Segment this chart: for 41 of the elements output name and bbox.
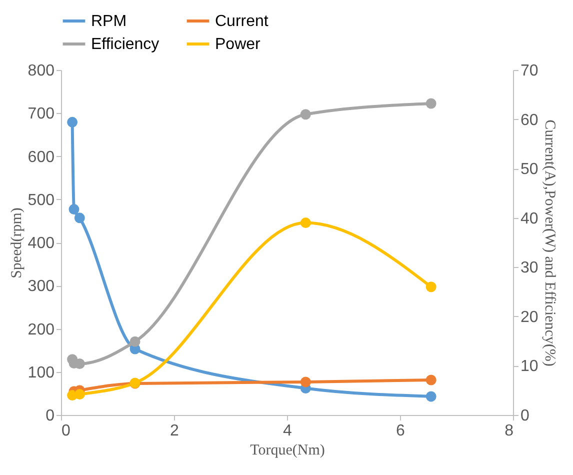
point [300, 376, 311, 388]
point [426, 391, 436, 402]
point [426, 98, 436, 109]
x-tick-label: 0 [62, 422, 70, 440]
y-tick-label: 0 [46, 408, 55, 424]
y2-tick-label: 20 [520, 308, 538, 326]
legend-label: Efficiency [91, 36, 160, 53]
y-tick-label: 800 [28, 62, 55, 80]
legend-label: Power [215, 36, 262, 53]
point [300, 109, 311, 120]
y-tick-label: 300 [28, 278, 55, 296]
y2-tick-label: 30 [520, 260, 538, 277]
x-axis-title: Torque(Nm) [250, 442, 325, 458]
y2-axis-title: Current(A),Power(W) and Efficiency(%) [541, 120, 558, 366]
legend-label: RPM [91, 13, 127, 30]
y2-tick-label: 0 [520, 408, 530, 424]
x-tick-label: 2 [170, 422, 180, 440]
y-tick-label: 700 [28, 106, 55, 123]
y-tick-label: 600 [28, 148, 55, 166]
y2-tick-label: 40 [520, 210, 538, 228]
x-tick-label: 8 [504, 422, 514, 440]
y2-tick-label: 10 [520, 358, 538, 376]
point [74, 389, 85, 400]
point [68, 204, 80, 215]
point [426, 374, 436, 386]
x-tick-label: 6 [396, 422, 406, 440]
x-tick-label: 4 [283, 422, 292, 440]
y-tick-label: 500 [28, 192, 55, 209]
y2-tick-label: 50 [520, 161, 538, 178]
y-tick-label: 100 [28, 364, 55, 382]
point [130, 336, 140, 347]
point [67, 116, 78, 128]
y-tick-label: 200 [28, 321, 55, 338]
point [426, 282, 436, 292]
y-tick-label: 400 [28, 235, 55, 252]
legend-label: Current [215, 13, 269, 30]
y2-tick-label: 60 [520, 112, 538, 129]
point [74, 212, 85, 224]
point [300, 218, 311, 228]
y-axis-title: Speed(rpm) [8, 208, 25, 278]
y2-tick-label: 70 [520, 62, 538, 80]
